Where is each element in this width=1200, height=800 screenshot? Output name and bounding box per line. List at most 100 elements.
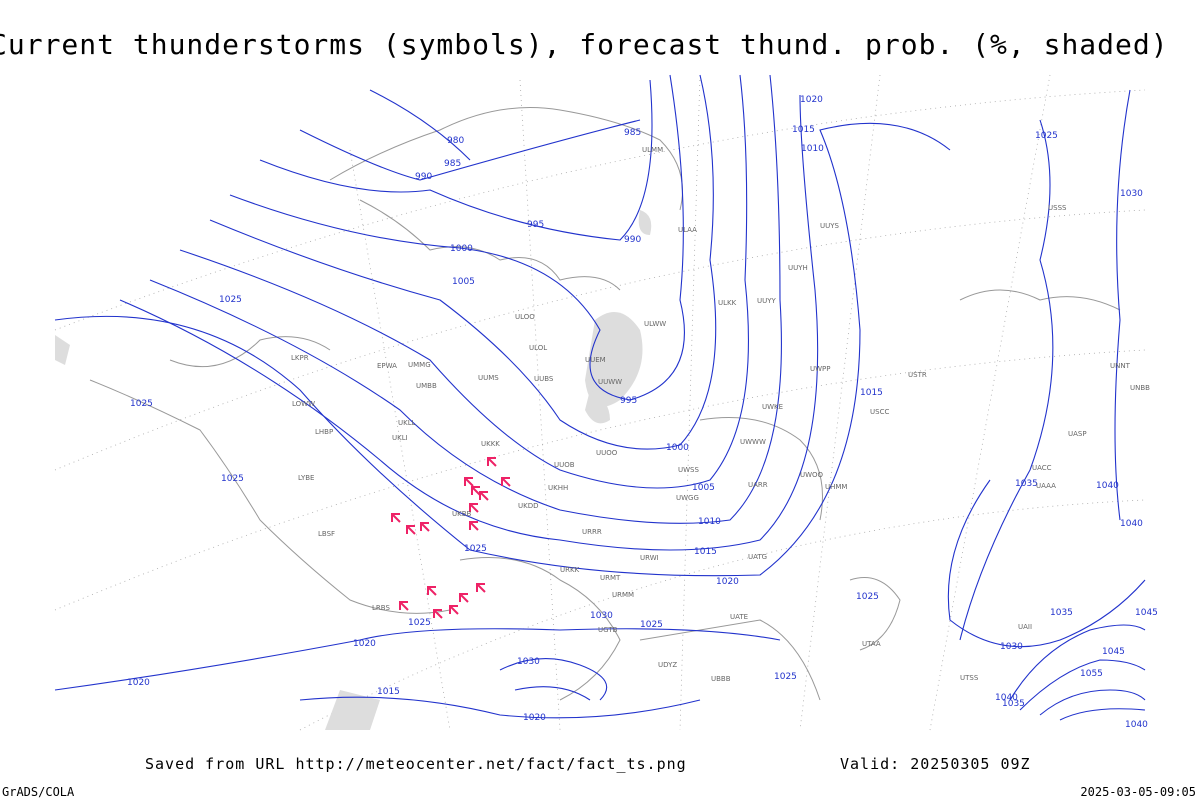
shading: [55, 210, 652, 730]
isobar-label: 1020: [800, 95, 823, 105]
source-url: Saved from URL http://meteocenter.net/fa…: [145, 755, 687, 773]
station-label: UKKK: [481, 440, 500, 448]
station-label: UNNT: [1110, 362, 1131, 370]
isobar-label: 1035: [1050, 608, 1073, 618]
isobar-label: 1025: [221, 474, 244, 484]
station-label: UMBB: [416, 382, 437, 390]
station-label: UTAA: [862, 640, 881, 648]
station-label: UUEM: [585, 356, 606, 364]
isobar-label: 1025: [1035, 131, 1058, 141]
station-label: ULOL: [529, 344, 547, 352]
isobar-label: 985: [624, 128, 641, 138]
isobar-label: 1025: [408, 618, 431, 628]
isobar-label: 1020: [127, 678, 150, 688]
map-labels: 980 985 985 990 995 990 1000 1005 995 1000 1005 101…: [127, 95, 1158, 730]
isobar-label: 1030: [1000, 642, 1023, 652]
isobar-label: 1000: [450, 244, 473, 254]
station-label: UWSS: [678, 466, 699, 474]
station-label: ULWW: [644, 320, 666, 328]
isobar-label: 1020: [523, 713, 546, 723]
station-label: LBSF: [318, 530, 335, 538]
station-label: LOWW: [292, 400, 315, 408]
thunderstorm-symbols: [391, 457, 511, 619]
station-label: USSS: [1048, 204, 1067, 212]
station-label: UUWW: [598, 378, 622, 386]
station-label: UUBS: [534, 375, 554, 383]
station-label: ULAA: [678, 226, 697, 234]
title: Current thunderstorms (symbols), forecas…: [0, 28, 1169, 61]
isobar-label: 990: [415, 172, 432, 182]
station-label: UUYY: [757, 297, 777, 305]
isobar-label: 1040: [1125, 720, 1148, 730]
isobar-label: 1010: [801, 144, 824, 154]
isobar-label: 1005: [692, 483, 715, 493]
station-label: UUOB: [554, 461, 575, 469]
isobar-label: 1025: [640, 620, 663, 630]
credit: GrADS/COLA: [2, 785, 75, 799]
station-label: UAII: [1018, 623, 1032, 631]
isobar-label: 1015: [860, 388, 883, 398]
station-label: UKDD: [518, 502, 539, 510]
station-label: UBBB: [711, 675, 731, 683]
station-label: UUYS: [820, 222, 840, 230]
isobar-label: 1010: [698, 517, 721, 527]
station-label: UWPP: [810, 365, 831, 373]
station-label: URWI: [640, 554, 659, 562]
station-label: LKPR: [291, 354, 309, 362]
isobar-label: 1040: [995, 693, 1018, 703]
station-label: UHMM: [825, 483, 847, 491]
isobar-label: 995: [527, 220, 544, 230]
isobar-label: 1025: [774, 672, 797, 682]
station-label: UWGG: [676, 494, 699, 502]
station-label: UACC: [1032, 464, 1052, 472]
isobar-label: 1015: [694, 547, 717, 557]
isobar-label: 990: [624, 235, 641, 245]
isobar-label: 985: [444, 159, 461, 169]
station-label: UKLL: [398, 419, 416, 427]
station-label: UATG: [748, 553, 767, 561]
isobar-label: 1045: [1135, 608, 1158, 618]
isobar-label: 1005: [452, 277, 475, 287]
isobar-label: 1015: [377, 687, 400, 697]
station-label: UGTB: [598, 626, 618, 634]
station-label: UKHH: [548, 484, 568, 492]
isobar-label: 1015: [792, 125, 815, 135]
isobar-label: 1020: [353, 639, 376, 649]
isobar-label: 1020: [716, 577, 739, 587]
station-label: UKBB: [452, 510, 472, 518]
isobar-label: 1045: [1102, 647, 1125, 657]
station-label: UMMG: [408, 361, 431, 369]
station-label: URKK: [560, 566, 580, 574]
isobar-label: 980: [447, 136, 464, 146]
station-label: ULOO: [515, 313, 535, 321]
map-area: 980 985 985 990 995 990 1000 1005 995 1000 1005 101…: [54, 70, 1158, 731]
station-label: USCC: [870, 408, 889, 416]
isobar-label: 1000: [666, 443, 689, 453]
isobar-label: 1030: [590, 611, 613, 621]
isobar-label: 1025: [219, 295, 242, 305]
station-label: UATE: [730, 613, 748, 621]
station-label: UWWW: [740, 438, 766, 446]
station-label: UDYZ: [658, 661, 677, 669]
graticule: [54, 74, 1146, 731]
station-label: URRR: [582, 528, 602, 536]
station-label: UAAA: [1036, 482, 1056, 490]
station-label: ULKK: [718, 299, 737, 307]
isobar-label: 1040: [1096, 481, 1119, 491]
isobar-label: 1040: [1120, 519, 1143, 529]
station-label: UUYH: [788, 264, 808, 272]
station-label: UASP: [1068, 430, 1087, 438]
station-label: LHBP: [315, 428, 333, 436]
station-label: UTSS: [960, 674, 979, 682]
station-label: UARR: [748, 481, 768, 489]
station-label: UWOO: [800, 471, 824, 479]
valid-time: Valid: 20250305 09Z: [840, 755, 1031, 773]
isobar-label: 1030: [517, 657, 540, 667]
isobar-label: 1025: [856, 592, 879, 602]
station-label: UNBB: [1130, 384, 1150, 392]
station-label: UUMS: [478, 374, 499, 382]
station-label: UWKE: [762, 403, 783, 411]
isobar-label: 1055: [1080, 669, 1103, 679]
station-label: URMT: [600, 574, 621, 582]
